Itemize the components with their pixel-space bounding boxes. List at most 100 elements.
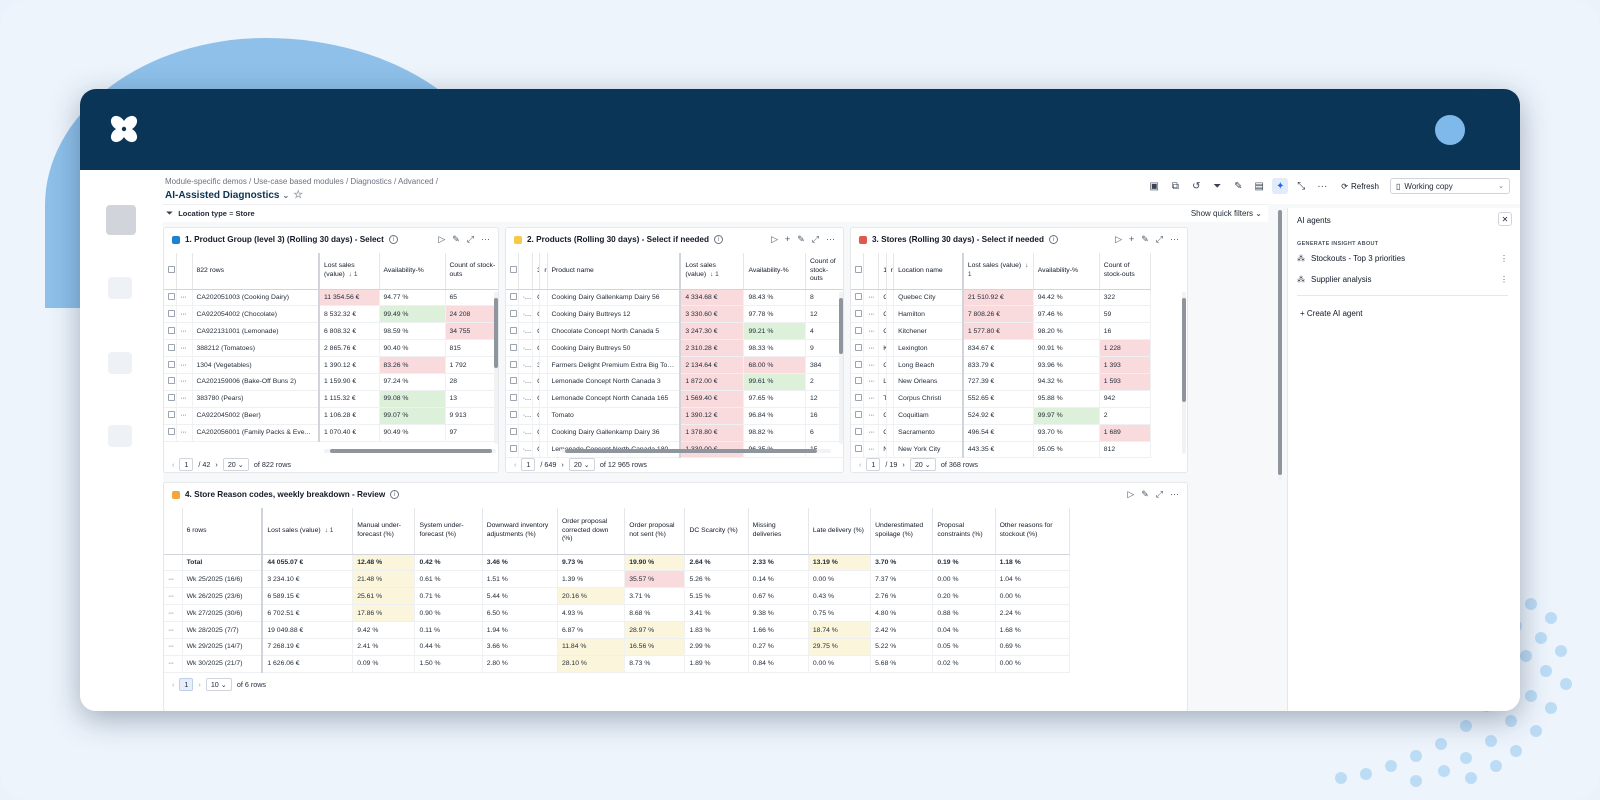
column-header[interactable]: Downward inventory adjustments (%) <box>482 508 558 555</box>
row-checkbox[interactable] <box>510 343 517 351</box>
vertical-scrollbar[interactable] <box>839 292 843 444</box>
more-icon[interactable]: ··· <box>868 310 874 318</box>
edit-icon[interactable]: ✎ <box>1141 489 1149 499</box>
row-checkbox[interactable] <box>855 377 862 385</box>
table-row[interactable]: ··· CA202056001 (Family Packs & Eve... 1 0… <box>164 424 498 442</box>
next-page-icon[interactable]: › <box>902 460 905 469</box>
column-header[interactable]: Location name <box>893 253 964 290</box>
more-icon[interactable]: ··· <box>826 234 835 244</box>
next-page-icon[interactable]: › <box>561 460 564 469</box>
play-icon[interactable]: ▷ <box>1115 234 1122 244</box>
sort-desc-icon[interactable]: ↓ 1 <box>710 270 719 278</box>
table-row[interactable]: ··· 383780 (Pears) 1 115.32 €99.08 % 13 <box>164 390 498 408</box>
column-header-truncated[interactable]: r <box>886 253 895 290</box>
edit-icon[interactable]: ✎ <box>1234 180 1243 192</box>
more-icon[interactable]: ··· <box>522 395 529 403</box>
expand-icon[interactable]: ⤢ <box>1155 234 1163 244</box>
table-row[interactable]: ··· Wk 30/2025 (21/7) 1 626.06 €0.09 % 1.50… <box>164 655 1071 673</box>
table-row[interactable]: ···C Chocolate Concept North Canada 53 24… <box>506 322 843 341</box>
column-header[interactable]: 6 rows <box>182 508 264 555</box>
more-icon[interactable]: ··· <box>522 412 529 420</box>
page-size-select[interactable]: 10 ⌄ <box>205 678 232 691</box>
row-checkbox[interactable] <box>855 265 862 273</box>
prev-page-icon[interactable]: ‹ <box>172 680 175 689</box>
more-icon[interactable]: ··· <box>168 660 174 668</box>
column-header[interactable]: Availability-% <box>743 253 806 290</box>
more-icon[interactable]: ··· <box>1317 180 1328 192</box>
more-icon[interactable]: ··· <box>481 234 490 244</box>
table-row[interactable]: ···C Cooking Dairy Gallenkamp Dairy 564 3… <box>506 289 843 307</box>
row-checkbox[interactable] <box>855 343 862 351</box>
row-checkbox[interactable] <box>168 326 175 334</box>
next-page-icon[interactable]: › <box>198 680 201 689</box>
row-checkbox[interactable] <box>510 428 517 436</box>
row-checkbox[interactable] <box>168 394 175 402</box>
expand-icon[interactable]: ⤢ <box>1155 489 1163 499</box>
row-checkbox[interactable] <box>510 377 517 385</box>
more-icon[interactable]: ··· <box>522 361 529 369</box>
row-checkbox[interactable] <box>168 377 175 385</box>
note-icon[interactable]: ▤ <box>1254 180 1264 192</box>
vertical-scrollbar[interactable] <box>494 292 498 444</box>
table-row[interactable]: ···C Cooking Dairy Gallenkamp Dairy 361 3… <box>506 424 843 442</box>
edit-icon[interactable]: ✎ <box>452 234 460 244</box>
table-row[interactable]: ··· Wk 29/2025 (14/7) 7 268.19 €2.41 % 0.44… <box>164 638 1071 656</box>
table-row[interactable]: ···3 Farmers Delight Premium Extra Big To… <box>506 356 843 374</box>
more-icon[interactable]: ··· <box>522 293 529 301</box>
page-input[interactable]: 1 <box>521 458 536 471</box>
column-header[interactable]: 822 rows <box>192 253 320 290</box>
more-icon[interactable]: ··· <box>180 361 187 369</box>
more-icon[interactable]: ··· <box>168 643 174 651</box>
rail-item[interactable] <box>108 425 132 447</box>
horizontal-scrollbar[interactable] <box>324 449 496 453</box>
row-checkbox[interactable] <box>855 444 862 452</box>
create-ai-agent-button[interactable]: + Create AI agent <box>1300 309 1363 318</box>
collapse-icon[interactable]: ⤡ <box>1297 180 1306 192</box>
column-header[interactable]: Lost sales (value) ↓ 1 <box>680 253 745 290</box>
more-icon[interactable]: ··· <box>868 429 874 437</box>
more-icon[interactable]: ··· <box>868 327 874 335</box>
sort-desc-icon[interactable]: ↓ 1 <box>348 270 358 278</box>
column-header[interactable]: Availability-% <box>379 253 446 290</box>
info-icon[interactable]: i <box>714 235 723 244</box>
more-icon[interactable]: ··· <box>868 361 874 369</box>
more-icon[interactable]: ··· <box>180 344 187 352</box>
column-header[interactable]: Count of stock-outs <box>1099 253 1152 290</box>
column-header[interactable]: Order proposal not sent (%) <box>624 508 686 555</box>
column-header[interactable]: Proposal constraints (%) <box>932 508 996 555</box>
more-icon[interactable]: ··· <box>868 445 874 453</box>
more-icon[interactable]: ··· <box>180 293 187 301</box>
rail-item[interactable] <box>108 352 132 374</box>
add-icon[interactable]: + <box>784 234 791 244</box>
row-checkbox[interactable] <box>855 326 862 334</box>
table-row[interactable]: ···C Lemonade Concept North Canada 31 872… <box>506 373 843 391</box>
more-icon[interactable]: ··· <box>1170 489 1179 499</box>
row-checkbox[interactable] <box>855 360 862 368</box>
table-row[interactable]: ··· CA922131001 (Lemonade) 6 808.32 €98.59… <box>164 322 498 341</box>
table-row[interactable]: ···C Cooking Dairy Buttreys 123 330.60 €9… <box>506 305 843 324</box>
column-header[interactable]: Other reasons for stockout (%) <box>995 508 1071 555</box>
more-icon[interactable]: ··· <box>522 344 529 352</box>
more-icon[interactable]: ··· <box>522 445 529 453</box>
chevron-down-icon[interactable]: ⌄ <box>282 191 290 200</box>
undo-icon[interactable]: ↺ <box>1192 180 1201 192</box>
row-checkbox[interactable] <box>510 444 517 452</box>
row-checkbox[interactable] <box>510 265 517 273</box>
copy-icon[interactable]: ⧉ <box>1171 180 1179 192</box>
table-row[interactable]: ··· 388212 (Tomatoes) 2 865.76 €90.40 % 815 <box>164 339 498 358</box>
table-row[interactable]: ··· CA922054002 (Chocolate) 8 532.32 €99.4… <box>164 305 498 324</box>
play-icon[interactable]: ▷ <box>438 234 446 244</box>
more-icon[interactable]: ··· <box>168 609 174 617</box>
more-icon[interactable]: ··· <box>180 412 187 420</box>
page-vertical-scrollbar[interactable] <box>1278 210 1282 480</box>
table-row[interactable]: ··· Wk 27/2025 (30/6) 6 702.51 €17.86 % 0.9… <box>164 604 1071 623</box>
more-icon[interactable]: ··· <box>522 310 529 318</box>
column-header[interactable]: Late delivery (%) <box>808 508 872 555</box>
prev-page-icon[interactable]: ‹ <box>514 460 517 469</box>
